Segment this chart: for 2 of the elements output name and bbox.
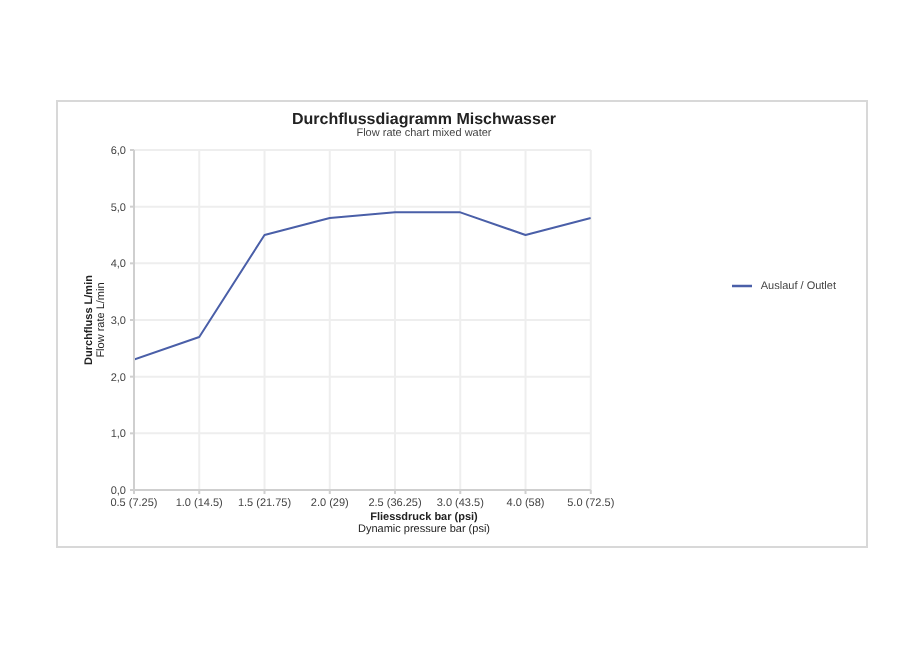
chart-title: Durchflussdiagramm Mischwasser — [289, 110, 559, 128]
line-series — [134, 211, 591, 361]
